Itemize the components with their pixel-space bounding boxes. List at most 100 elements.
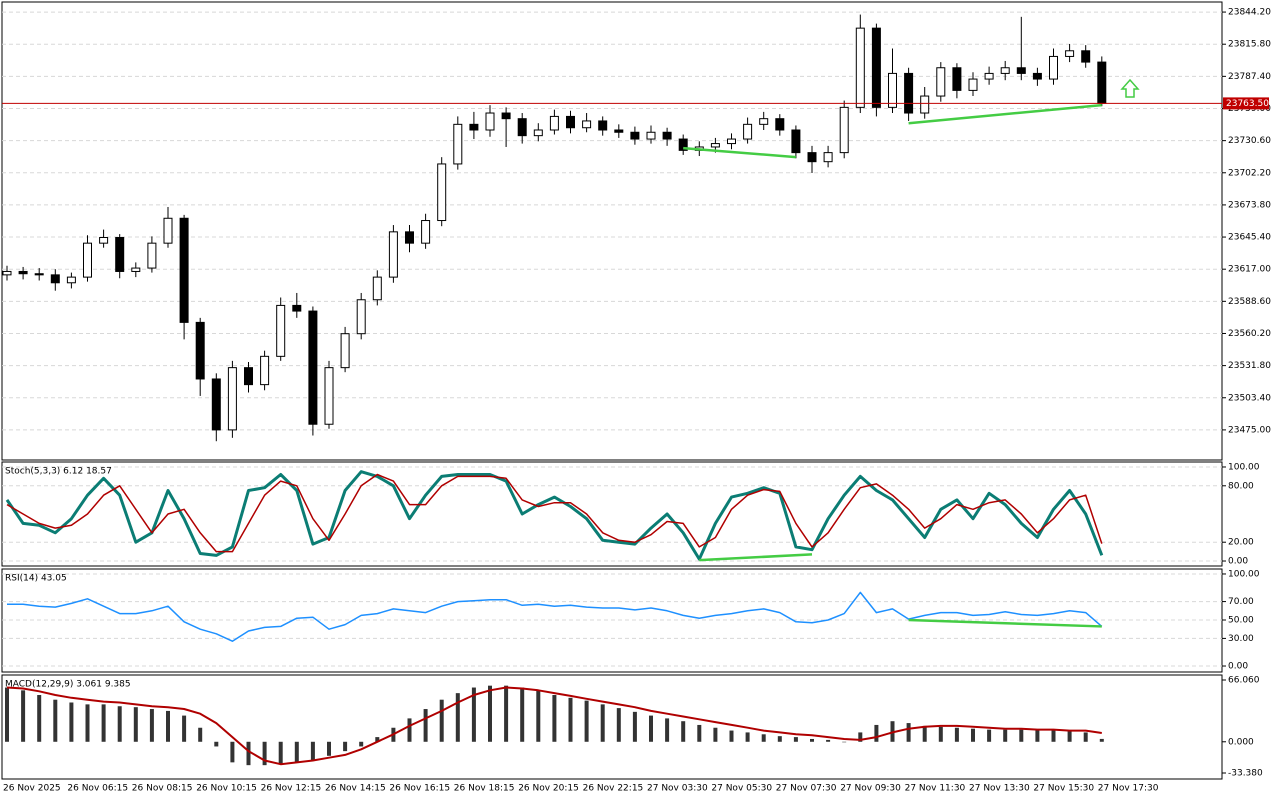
histogram-bar [810, 738, 814, 742]
candle-body [1081, 50, 1091, 63]
histogram-bar [1019, 729, 1024, 742]
histogram-bar [327, 741, 331, 756]
indicator-title: Stoch(5,3,3) 6.12 18.57 [5, 467, 112, 477]
indicator-line [7, 591, 1103, 642]
last-price-label: 23763.50 [1226, 99, 1269, 109]
candle-body [388, 231, 398, 278]
histogram-bar [407, 718, 412, 742]
candle-body [646, 131, 656, 140]
panel-frame [1, 461, 1223, 567]
y-tick-label: 23617.00 [1228, 265, 1271, 275]
candle-body [147, 242, 157, 269]
histogram-bar [262, 741, 267, 766]
candle-body [18, 270, 28, 275]
histogram-bar [343, 741, 348, 752]
candle-body [260, 355, 270, 386]
histogram-bar [85, 704, 90, 742]
histogram-bar [101, 704, 106, 742]
candle-body [83, 242, 92, 278]
candle-body [807, 152, 817, 163]
y-tick-label: 23503.40 [1228, 393, 1271, 403]
candle-body [1097, 61, 1107, 104]
candle-body [115, 237, 125, 272]
y-tick-label: 23673.80 [1228, 200, 1271, 210]
candle-body [936, 67, 946, 97]
candle-body [179, 217, 189, 323]
candle-body [453, 123, 463, 165]
histogram-bar [600, 704, 605, 742]
histogram-bar [938, 726, 943, 742]
panel: 100.00 80.00 20.00 0.00 Stoch(5,3,3) 6.12 18… [1, 461, 1260, 567]
histogram-bar [568, 697, 573, 742]
candle-body [50, 274, 60, 284]
candle-body [727, 138, 736, 145]
y-tick-label: 66.060 [1228, 675, 1260, 685]
histogram-bar [874, 724, 879, 742]
y-tick-label: 23844.20 [1228, 8, 1271, 18]
histogram-bar [665, 718, 670, 742]
histogram-bar [745, 732, 750, 742]
indicator-title: RSI(14) 43.05 [5, 574, 67, 584]
candle-body [517, 118, 527, 137]
candle-body [66, 276, 76, 284]
candle-body [823, 152, 833, 163]
candle-body [952, 67, 962, 91]
y-tick-label: 30.00 [1228, 634, 1254, 644]
candle-body [1016, 67, 1026, 74]
candle-body [276, 304, 286, 357]
x-tick-label: 26 Nov 20:15 [518, 784, 579, 794]
histogram-bar [5, 687, 9, 742]
histogram-bar [246, 741, 251, 766]
histogram-bar [649, 715, 653, 742]
x-tick-label: 27 Nov 13:30 [969, 784, 1030, 794]
y-tick-label: 100.00 [1228, 462, 1260, 472]
histogram-bar [439, 699, 444, 742]
x-tick-label: 26 Nov 18:15 [454, 784, 515, 794]
trendline [699, 553, 813, 562]
histogram-bar [536, 690, 541, 742]
y-tick-label: 23560.20 [1228, 329, 1271, 339]
x-tick-label: 26 Nov 10:15 [196, 784, 257, 794]
candle-body [598, 120, 608, 131]
y-tick-label: 23531.80 [1228, 361, 1271, 371]
candle-body [630, 131, 640, 140]
histogram-bar [69, 702, 74, 742]
histogram-bar [375, 737, 380, 742]
histogram-bar [632, 711, 637, 742]
x-tick-label: 27 Nov 15:30 [1033, 784, 1094, 794]
candle-body [195, 321, 205, 380]
candle-body [356, 299, 366, 335]
histogram-bar [761, 734, 766, 742]
histogram-bar [681, 721, 686, 742]
candle-body [372, 276, 382, 301]
panel: 66.060 0.000 -33.380 MACD(12,29,9) 3.061 9.… [1, 674, 1263, 780]
trendline [908, 618, 1102, 628]
histogram-bar [1003, 729, 1008, 742]
candle-body [710, 143, 720, 148]
histogram-bar [214, 741, 219, 747]
candle-body [1000, 67, 1010, 74]
histogram-bar [971, 728, 975, 742]
candle-body [904, 72, 914, 114]
histogram-bar [1051, 729, 1056, 742]
candle-body [662, 131, 672, 140]
histogram-bar [842, 741, 847, 743]
candle-body [871, 27, 881, 108]
y-tick-label: -33.380 [1228, 768, 1263, 778]
y-tick-label: 23787.40 [1228, 72, 1271, 82]
candle-body [131, 267, 141, 272]
indicator-line [6, 473, 1103, 553]
x-tick-label: 26 Nov 12:15 [261, 784, 322, 794]
histogram-bar [858, 732, 863, 742]
histogram-bar [53, 699, 58, 742]
candle-body [469, 123, 479, 131]
y-tick-label: 23475.00 [1228, 425, 1271, 435]
histogram-bar [504, 685, 509, 742]
indicator-line [5, 470, 1104, 561]
y-tick-label: 23815.80 [1228, 40, 1271, 50]
panel-frame [1, 1, 1223, 461]
candle-body [920, 95, 930, 114]
candle-body [582, 120, 592, 129]
histogram-bar [198, 727, 203, 742]
